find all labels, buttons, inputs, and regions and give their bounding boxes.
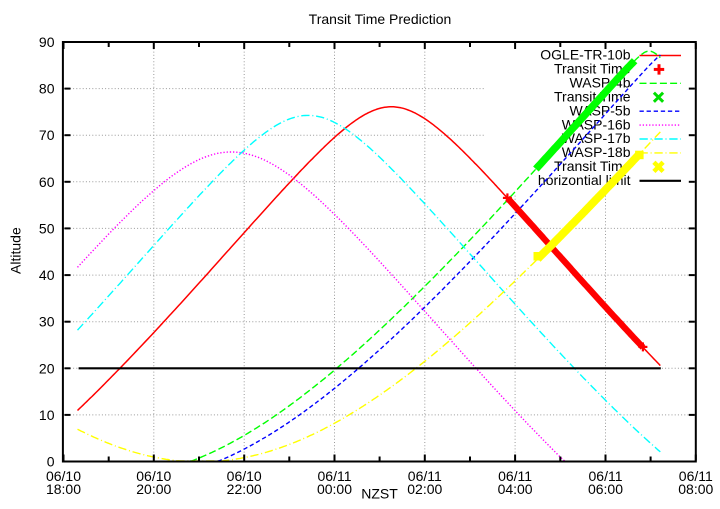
svg-text:50: 50 (39, 220, 55, 236)
svg-text:70: 70 (39, 127, 55, 143)
svg-text:10: 10 (39, 407, 55, 423)
svg-text:NZST: NZST (361, 486, 398, 502)
svg-text:18:00: 18:00 (46, 481, 81, 497)
svg-text:08:00: 08:00 (678, 481, 713, 497)
svg-text:Transit Time Prediction: Transit Time Prediction (309, 11, 452, 27)
svg-text:06/11: 06/11 (589, 468, 623, 484)
svg-text:OGLE-TR-10b: OGLE-TR-10b (540, 47, 630, 63)
svg-text:06/10: 06/10 (136, 468, 171, 484)
svg-text:80: 80 (39, 81, 55, 97)
svg-text:06/11: 06/11 (679, 468, 713, 484)
svg-text:06/11: 06/11 (408, 468, 442, 484)
svg-text:06/10: 06/10 (46, 468, 81, 484)
svg-text:22:00: 22:00 (227, 481, 262, 497)
svg-text:90: 90 (39, 34, 55, 50)
svg-text:Altitude: Altitude (8, 227, 24, 274)
svg-text:04:00: 04:00 (498, 481, 533, 497)
svg-text:06/11: 06/11 (318, 468, 352, 484)
svg-text:60: 60 (39, 174, 55, 190)
svg-text:Transit Time: Transit Time (554, 158, 631, 174)
svg-text:02:00: 02:00 (407, 481, 442, 497)
svg-text:20: 20 (39, 360, 55, 376)
svg-text:WASP-18b: WASP-18b (562, 144, 631, 160)
svg-text:20:00: 20:00 (136, 481, 171, 497)
svg-text:WASP-17b: WASP-17b (562, 130, 631, 146)
svg-text:30: 30 (39, 314, 55, 330)
svg-text:06/11: 06/11 (498, 468, 532, 484)
svg-text:06/10: 06/10 (227, 468, 262, 484)
svg-text:Transit Time: Transit Time (554, 89, 631, 105)
svg-text:0: 0 (47, 454, 55, 470)
svg-text:06:00: 06:00 (588, 481, 623, 497)
svg-text:40: 40 (39, 267, 55, 283)
svg-text:Transit Time: Transit Time (554, 61, 631, 77)
svg-text:00:00: 00:00 (317, 481, 352, 497)
